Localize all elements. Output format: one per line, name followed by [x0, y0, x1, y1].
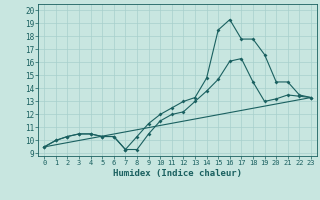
X-axis label: Humidex (Indice chaleur): Humidex (Indice chaleur) — [113, 169, 242, 178]
